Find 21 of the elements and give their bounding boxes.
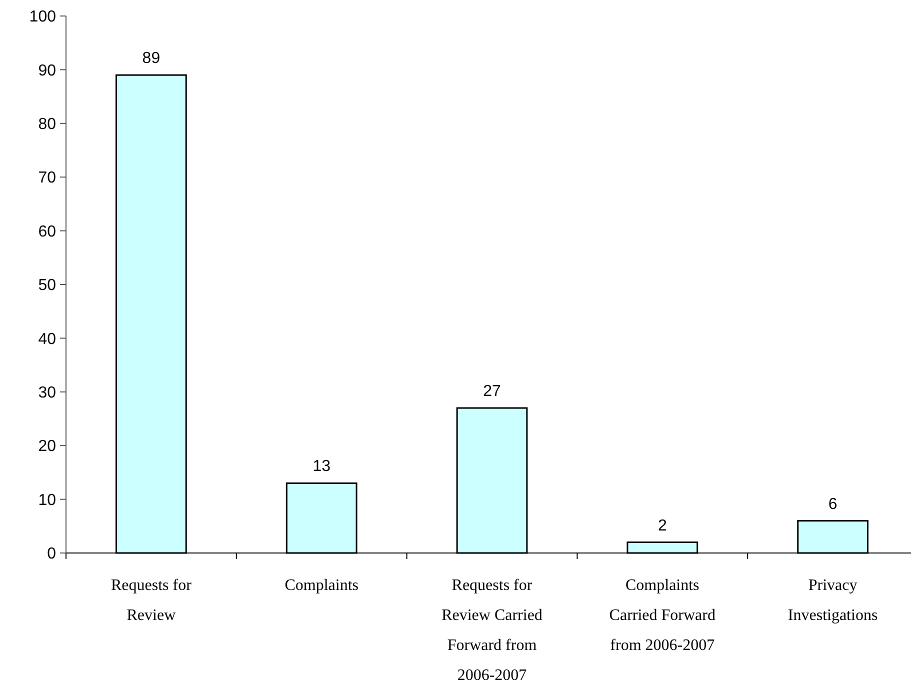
y-tick-label: 0 bbox=[47, 546, 56, 563]
x-tick-label: Requests for Review Carried Forward from 2006-2007 bbox=[442, 577, 542, 684]
data-label: 2 bbox=[658, 517, 667, 534]
y-tick-label: 50 bbox=[38, 277, 56, 294]
y-tick-label: 90 bbox=[38, 62, 56, 80]
data-label: 89 bbox=[142, 50, 160, 68]
x-tick-label: Complaints Carried Forward from 2006-2007 bbox=[609, 577, 716, 654]
data-label: 13 bbox=[312, 458, 331, 476]
y-tick-label: 100 bbox=[29, 8, 56, 26]
x-tick-label: Requests for Review bbox=[110, 577, 192, 624]
data-label: 6 bbox=[828, 496, 838, 513]
y-tick-label: 10 bbox=[38, 492, 56, 509]
y-tick-label: 60 bbox=[38, 223, 56, 240]
y-tick-label: 80 bbox=[38, 116, 56, 133]
x-tick-label: Privacy Investigations bbox=[788, 577, 878, 624]
y-tick-label: 70 bbox=[38, 170, 56, 187]
x-tick-label: Complaints bbox=[284, 577, 358, 594]
y-tick-label: 20 bbox=[38, 438, 56, 456]
y-tick-label: 40 bbox=[38, 330, 56, 348]
y-tick-label: 30 bbox=[38, 384, 56, 402]
data-label: 27 bbox=[483, 383, 501, 400]
